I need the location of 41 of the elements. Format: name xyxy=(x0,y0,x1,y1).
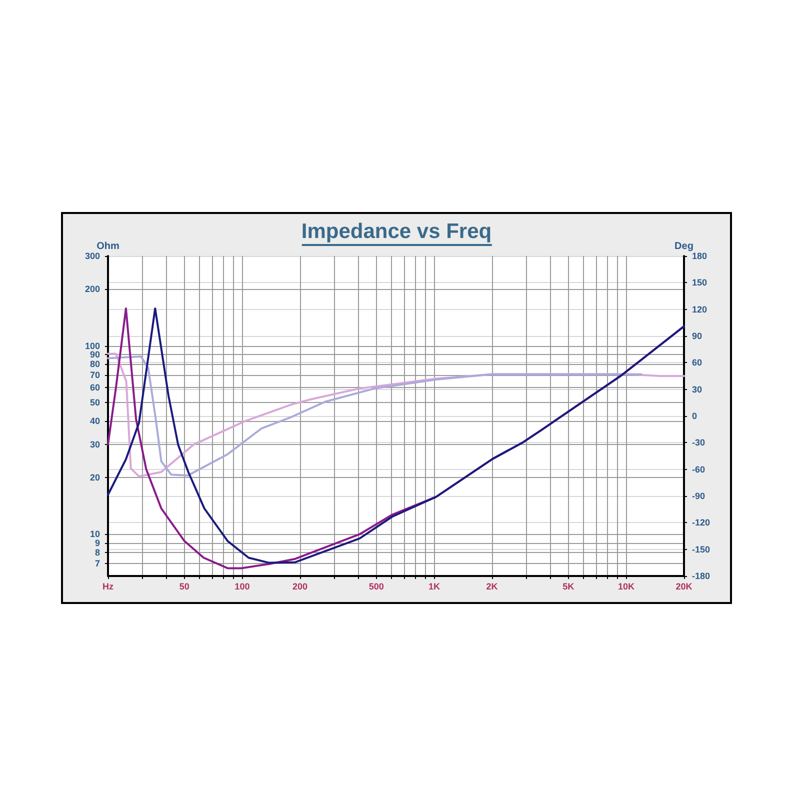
y-tick-label: 90 xyxy=(90,349,100,360)
x-tick-label: 5K xyxy=(562,582,575,592)
x-tick-label: 10K xyxy=(618,582,635,592)
y-tick-label: 40 xyxy=(90,416,100,426)
x-tick-label: 500 xyxy=(368,582,384,592)
y2-tick-label: -120 xyxy=(692,518,710,528)
y2-tick-label: -90 xyxy=(692,491,706,501)
y2-tick-label: 150 xyxy=(692,278,708,288)
y2-tick-label: -60 xyxy=(692,464,706,474)
x-tick-label: 2K xyxy=(486,582,498,592)
y-tick-label: 9 xyxy=(94,538,100,548)
y-tick-label: 7 xyxy=(94,558,100,568)
y2-tick-label: 30 xyxy=(692,384,702,394)
y-tick-label: 20 xyxy=(90,472,100,483)
x-tick-label: 1K xyxy=(428,582,440,592)
x-tick-label: 200 xyxy=(292,582,308,592)
y-tick-label: 70 xyxy=(90,370,100,380)
x-tick-label: 50 xyxy=(179,582,190,592)
x-tick-label: 100 xyxy=(234,582,250,592)
y-tick-label: 10 xyxy=(90,529,100,540)
y2-tick-label: 0 xyxy=(692,411,698,421)
y2-tick-label: -30 xyxy=(692,438,706,448)
x-tick-label: Hz xyxy=(102,582,114,592)
y2-tick-label: 90 xyxy=(692,331,702,341)
y-tick-label: 8 xyxy=(94,547,100,558)
y2-tick-label: 120 xyxy=(692,304,708,314)
y-tick-label: 50 xyxy=(90,398,100,408)
y-tick-label: 80 xyxy=(90,359,100,370)
y2-tick-label: 60 xyxy=(692,358,702,368)
y-tick-label: 200 xyxy=(84,284,100,294)
y-tick-label: 300 xyxy=(84,251,100,261)
y-tick-label: 60 xyxy=(90,382,100,393)
y2-tick-label: -150 xyxy=(692,544,710,554)
y-tick-label: 30 xyxy=(90,439,100,450)
y2-axis-title: Deg xyxy=(674,241,694,252)
x-tick-label: 20K xyxy=(676,582,693,592)
y-tick-label: 100 xyxy=(84,340,100,351)
y2-tick-label: -180 xyxy=(692,571,710,581)
y2-tick-label: 180 xyxy=(692,251,708,261)
y-axis-title: Ohm xyxy=(96,241,120,252)
chart-title: Impedance vs Freq xyxy=(301,220,492,246)
